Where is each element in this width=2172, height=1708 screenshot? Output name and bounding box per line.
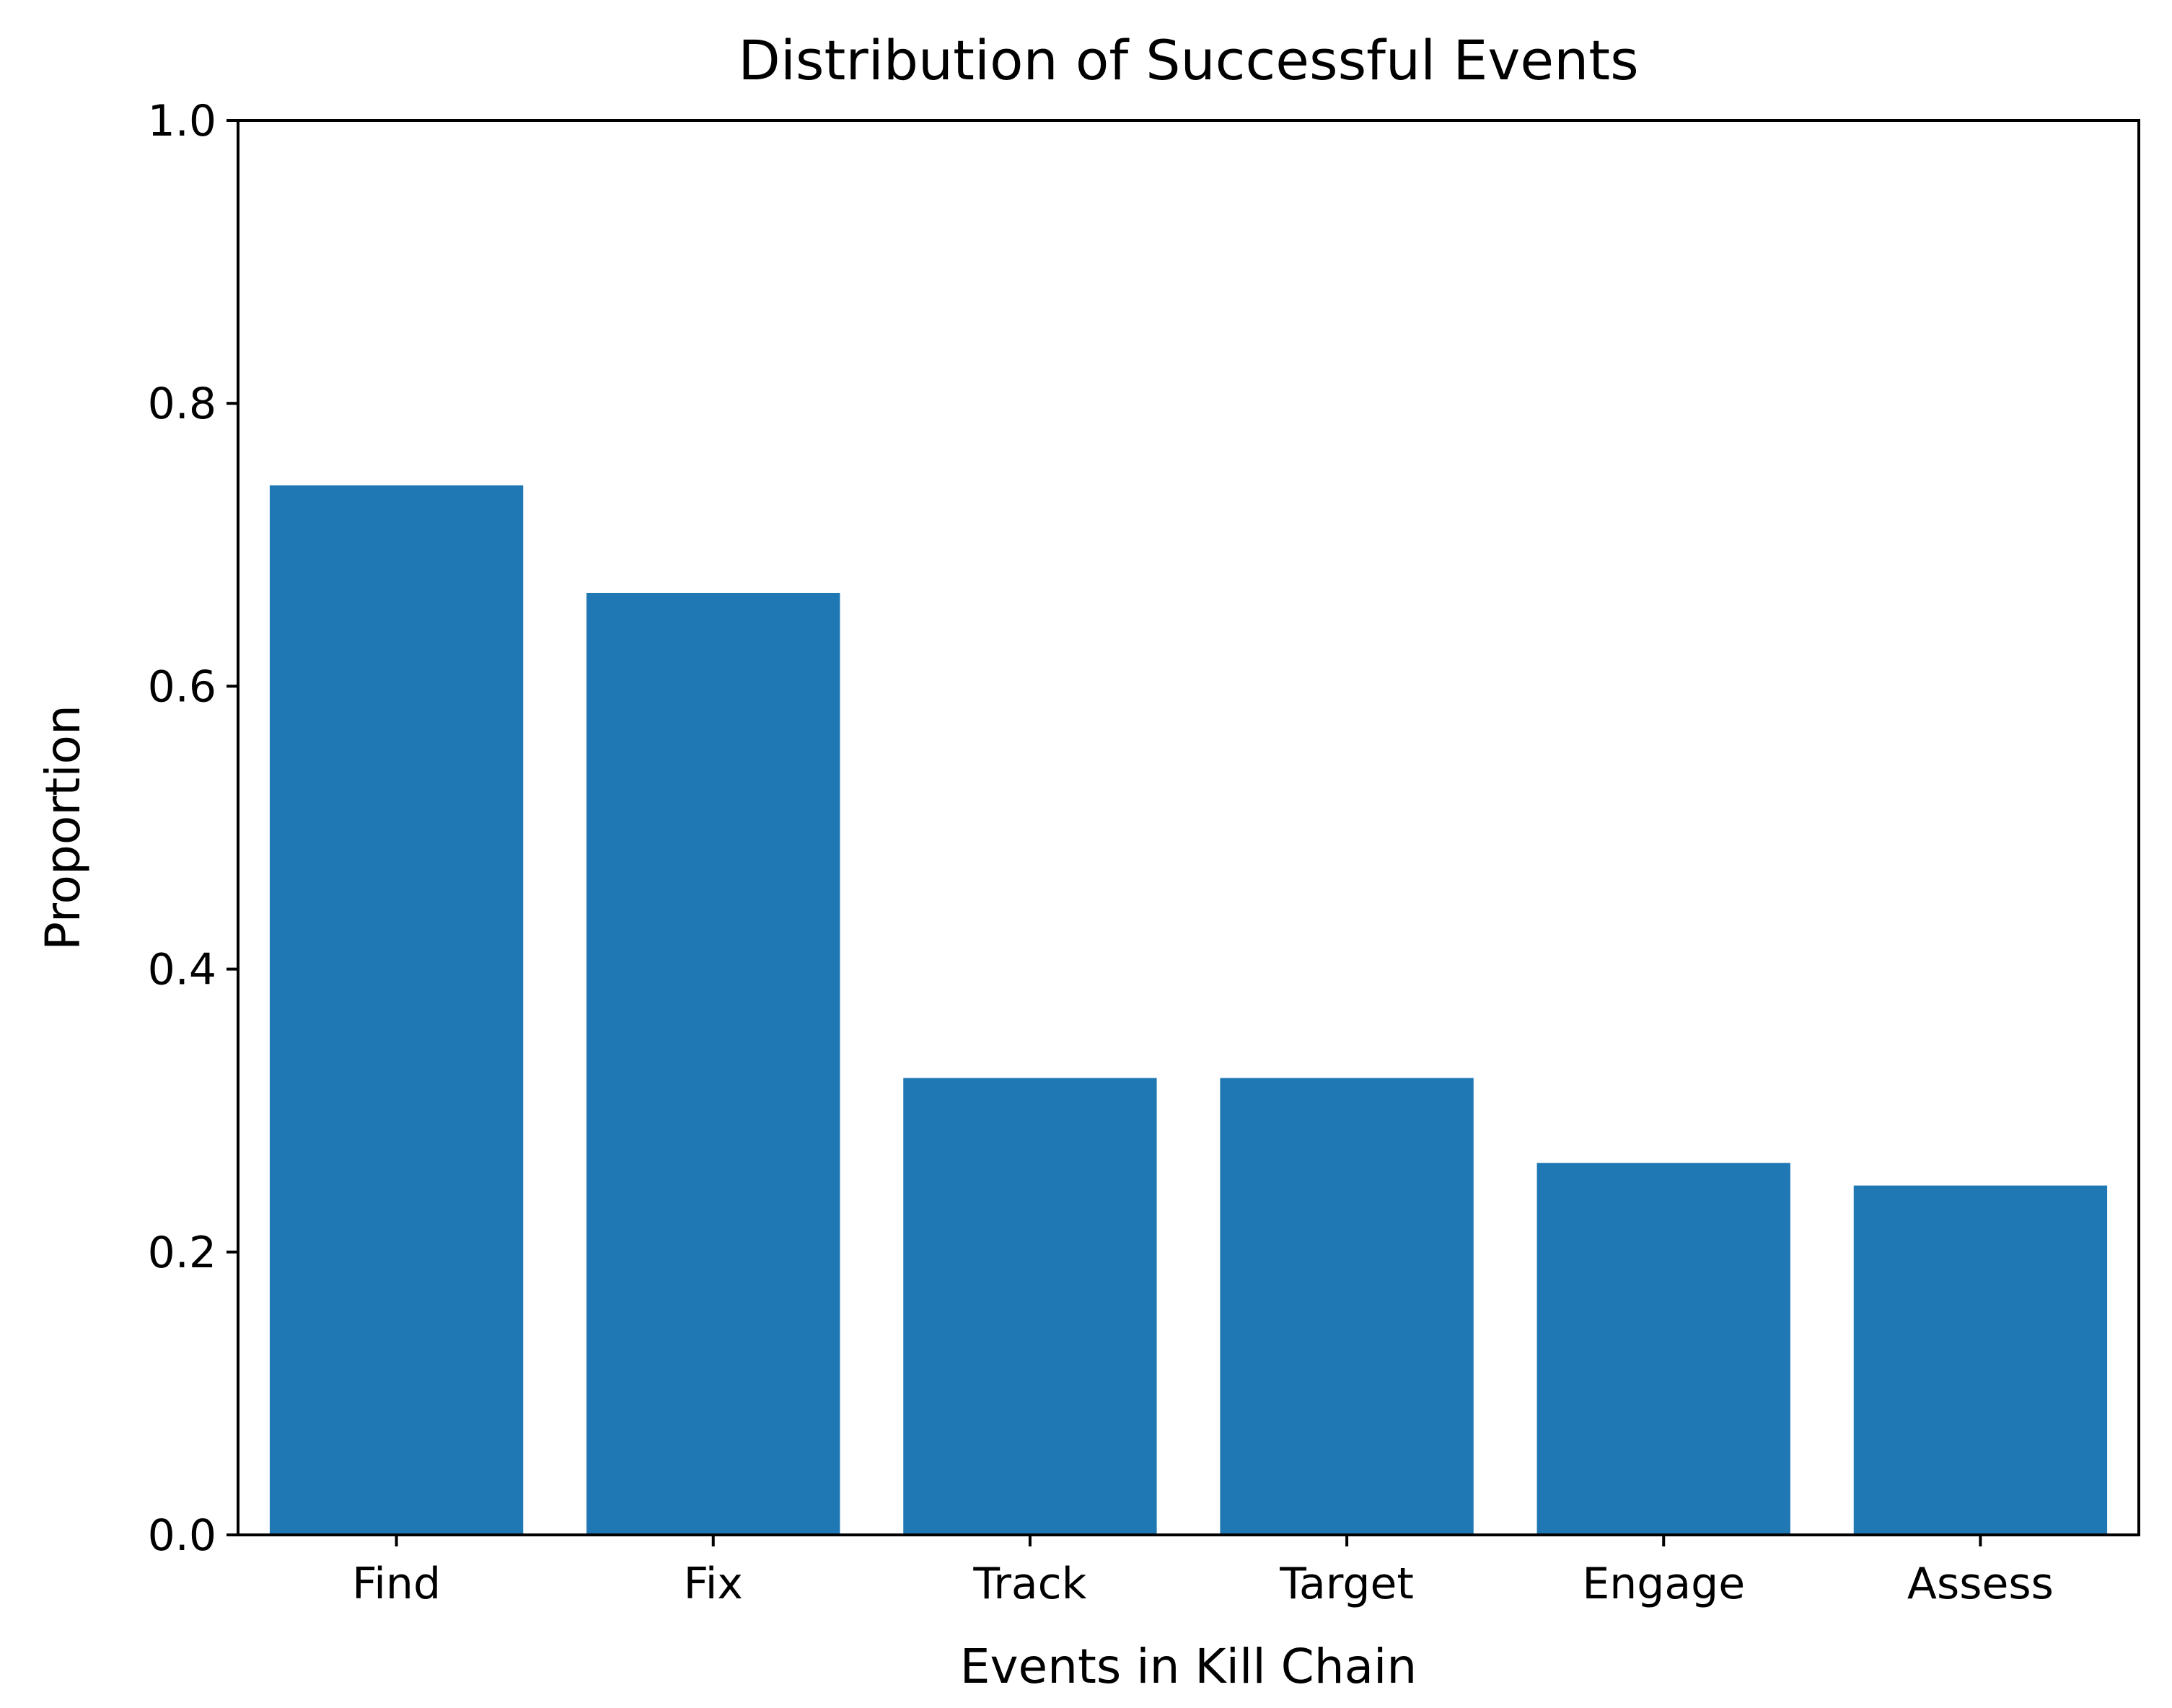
plot-area-frame (237, 119, 2140, 1536)
x-tick-label: Target (1279, 1559, 1414, 1609)
chart-title: Distribution of Successful Events (738, 28, 1638, 92)
x-tick-label: Engage (1582, 1559, 1745, 1609)
x-axis-ticks: Find Fix Track Target Engage Assess (352, 1535, 2054, 1609)
y-tick-label: 0.4 (148, 945, 216, 995)
bar-engage (1536, 1163, 1790, 1535)
x-tick-label: Find (352, 1559, 441, 1609)
y-tick-label: 0.6 (148, 661, 216, 712)
x-tick-label: Track (972, 1559, 1086, 1609)
bar-track (903, 1078, 1157, 1535)
bar-fix (586, 592, 840, 1535)
y-tick-label: 1.0 (148, 96, 216, 146)
y-axis-ticks: 0.0 0.2 0.4 0.6 0.8 1.0 (148, 96, 238, 1561)
y-tick-label: 0.2 (148, 1228, 216, 1278)
x-tick-label: Fix (684, 1559, 743, 1609)
y-tick-label: 0.8 (148, 379, 216, 429)
y-axis-label: Proportion (35, 705, 91, 951)
bar-assess (1853, 1185, 2108, 1535)
x-tick-label: Assess (1907, 1559, 2054, 1609)
bar-target (1220, 1078, 1474, 1535)
x-axis-label: Events in Kill Chain (960, 1639, 1417, 1694)
bar-find (269, 485, 524, 1535)
bars-group (269, 485, 2108, 1535)
y-tick-label: 0.0 (148, 1510, 216, 1561)
